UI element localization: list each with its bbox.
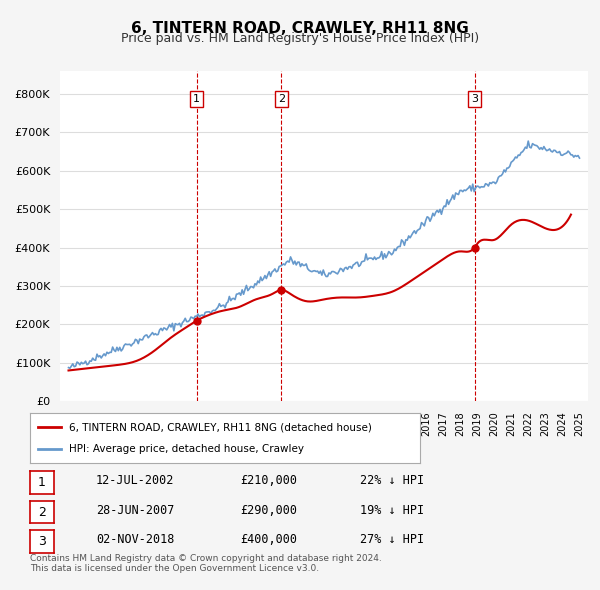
Text: 6, TINTERN ROAD, CRAWLEY, RH11 8NG (detached house): 6, TINTERN ROAD, CRAWLEY, RH11 8NG (deta…	[69, 422, 372, 432]
Text: 2: 2	[278, 94, 285, 104]
Text: 6, TINTERN ROAD, CRAWLEY, RH11 8NG: 6, TINTERN ROAD, CRAWLEY, RH11 8NG	[131, 21, 469, 35]
Text: 12-JUL-2002: 12-JUL-2002	[96, 474, 175, 487]
Text: 22% ↓ HPI: 22% ↓ HPI	[360, 474, 424, 487]
Text: Contains HM Land Registry data © Crown copyright and database right 2024.
This d: Contains HM Land Registry data © Crown c…	[30, 554, 382, 573]
Text: Price paid vs. HM Land Registry's House Price Index (HPI): Price paid vs. HM Land Registry's House …	[121, 32, 479, 45]
Text: £290,000: £290,000	[240, 504, 297, 517]
Text: 28-JUN-2007: 28-JUN-2007	[96, 504, 175, 517]
Text: HPI: Average price, detached house, Crawley: HPI: Average price, detached house, Craw…	[69, 444, 304, 454]
Text: 2: 2	[38, 506, 46, 519]
Text: 02-NOV-2018: 02-NOV-2018	[96, 533, 175, 546]
Text: 1: 1	[193, 94, 200, 104]
Text: 3: 3	[38, 535, 46, 548]
Text: 1: 1	[38, 476, 46, 489]
Text: 27% ↓ HPI: 27% ↓ HPI	[360, 533, 424, 546]
Text: £210,000: £210,000	[240, 474, 297, 487]
Text: 19% ↓ HPI: 19% ↓ HPI	[360, 504, 424, 517]
Text: £400,000: £400,000	[240, 533, 297, 546]
Text: 3: 3	[471, 94, 478, 104]
